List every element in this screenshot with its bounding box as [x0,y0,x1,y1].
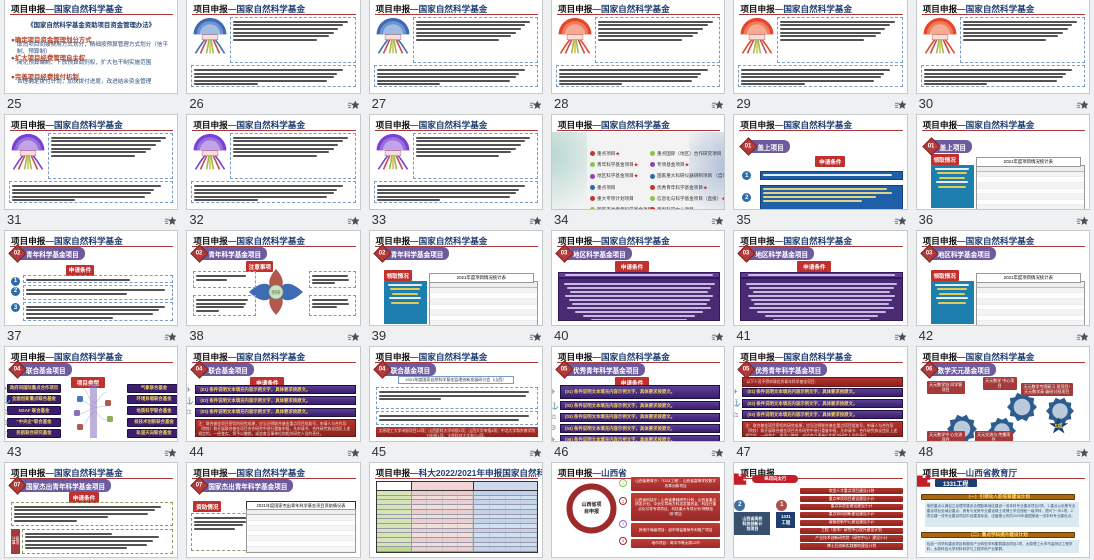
svg-text:阴阳: 阴阳 [272,289,281,296]
